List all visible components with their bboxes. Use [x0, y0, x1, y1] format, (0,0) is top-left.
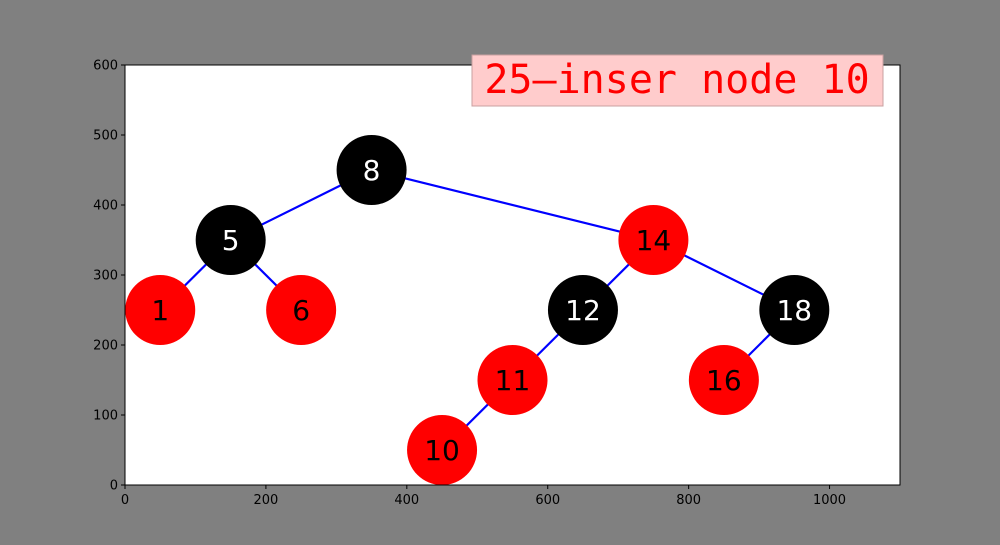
- y-tick-label: 400: [93, 199, 118, 214]
- title-box: 25–inser node 10: [471, 54, 884, 107]
- node-label: 6: [292, 294, 310, 327]
- node-label: 11: [495, 364, 531, 397]
- tree-node-5: 5: [195, 205, 266, 275]
- node-circle: [688, 345, 759, 415]
- y-tick-label: 500: [93, 129, 118, 144]
- node-label: 18: [776, 294, 812, 327]
- tree-node-1: 1: [125, 275, 196, 345]
- tree-node-18: 18: [759, 275, 830, 345]
- tree-node-14: 14: [618, 205, 689, 275]
- node-label: 1: [151, 294, 169, 327]
- tree-node-12: 12: [547, 275, 618, 345]
- edge-8-14: [371, 168, 654, 242]
- node-circle: [125, 275, 196, 345]
- node-circle: [618, 205, 689, 275]
- node-label: 16: [706, 364, 742, 397]
- node-circle: [547, 275, 618, 345]
- node-label: 14: [636, 224, 672, 257]
- node-circle: [407, 415, 478, 485]
- chart-title: 25–inser node 10: [484, 57, 869, 103]
- axes-background: [125, 65, 900, 485]
- x-tick-label: 200: [253, 493, 278, 508]
- node-circle: [195, 205, 266, 275]
- tree-node-16: 16: [688, 345, 759, 415]
- tree-node-6: 6: [266, 275, 337, 345]
- x-tick-label: 600: [535, 493, 560, 508]
- y-tick-label: 300: [93, 269, 118, 284]
- tree-node-10: 10: [407, 415, 478, 485]
- y-tick-label: 100: [93, 409, 118, 424]
- node-label: 8: [363, 154, 381, 187]
- node-circle: [336, 135, 407, 205]
- x-tick-label: 0: [121, 493, 129, 508]
- title-background: [471, 54, 884, 107]
- tree-node-11: 11: [477, 345, 548, 415]
- x-tick-label: 1000: [813, 493, 846, 508]
- y-tick-label: 600: [93, 59, 118, 74]
- node-circle: [266, 275, 337, 345]
- node-circle: [759, 275, 830, 345]
- y-tick-label: 200: [93, 339, 118, 354]
- x-tick-label: 400: [394, 493, 419, 508]
- axis-ticks: 0 200 400 600 800 1000 0 100 200 300 400 500 600: [93, 59, 846, 509]
- node-label: 5: [222, 224, 240, 257]
- node-label: 10: [424, 434, 460, 467]
- x-tick-label: 800: [676, 493, 701, 508]
- y-tick-label: 0: [110, 479, 118, 494]
- node-label: 12: [565, 294, 601, 327]
- tree-node-8: 8: [336, 135, 407, 205]
- node-circle: [477, 345, 548, 415]
